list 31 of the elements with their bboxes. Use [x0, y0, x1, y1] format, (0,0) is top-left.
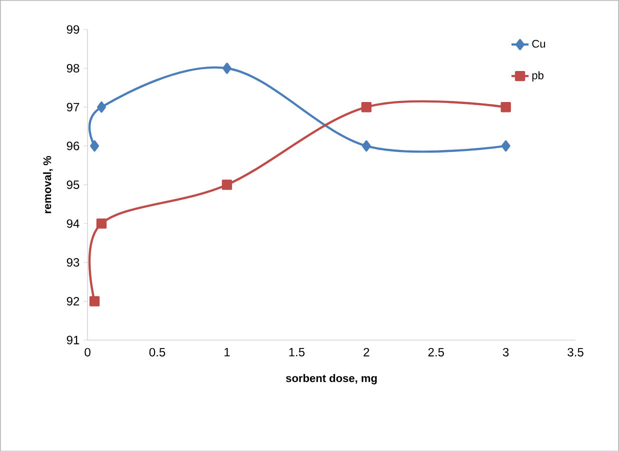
point — [89, 296, 100, 306]
point — [362, 140, 371, 152]
y-tick-label: 97 — [66, 103, 80, 112]
y-tick-label: 91 — [66, 336, 80, 344]
x-tick-label: 0.5 — [149, 348, 166, 357]
x-tick-label: 2 — [364, 348, 370, 356]
x-tick-label: 1 — [224, 348, 230, 356]
y-axis-title: removal, % — [43, 156, 53, 214]
x-axis-title: sorbent dose, mg — [286, 374, 377, 384]
y-tick-label: 96 — [66, 142, 80, 150]
point — [222, 62, 232, 74]
y-tick-label: 94 — [66, 219, 80, 228]
x-tick-label: 2.5 — [428, 348, 444, 357]
y-tick-label: 98 — [66, 64, 80, 73]
x-tick-label: 1.5 — [289, 348, 305, 356]
point — [96, 218, 107, 229]
y-tick-label: 93 — [66, 258, 80, 267]
point — [222, 180, 232, 190]
point — [501, 140, 510, 152]
y-tick-label: 99 — [66, 25, 80, 34]
point — [90, 140, 100, 152]
x-tick-label: 0 — [84, 348, 90, 357]
x-tick-label: 3 — [502, 348, 509, 357]
point — [361, 102, 372, 112]
point — [500, 102, 511, 112]
legend-label: Cu — [532, 40, 546, 48]
x-tick-label: 3.5 — [568, 348, 584, 357]
point — [97, 102, 106, 113]
legend-label: pb — [532, 71, 544, 82]
y-tick-label: 95 — [66, 180, 80, 190]
y-tick-label: 92 — [66, 297, 80, 306]
